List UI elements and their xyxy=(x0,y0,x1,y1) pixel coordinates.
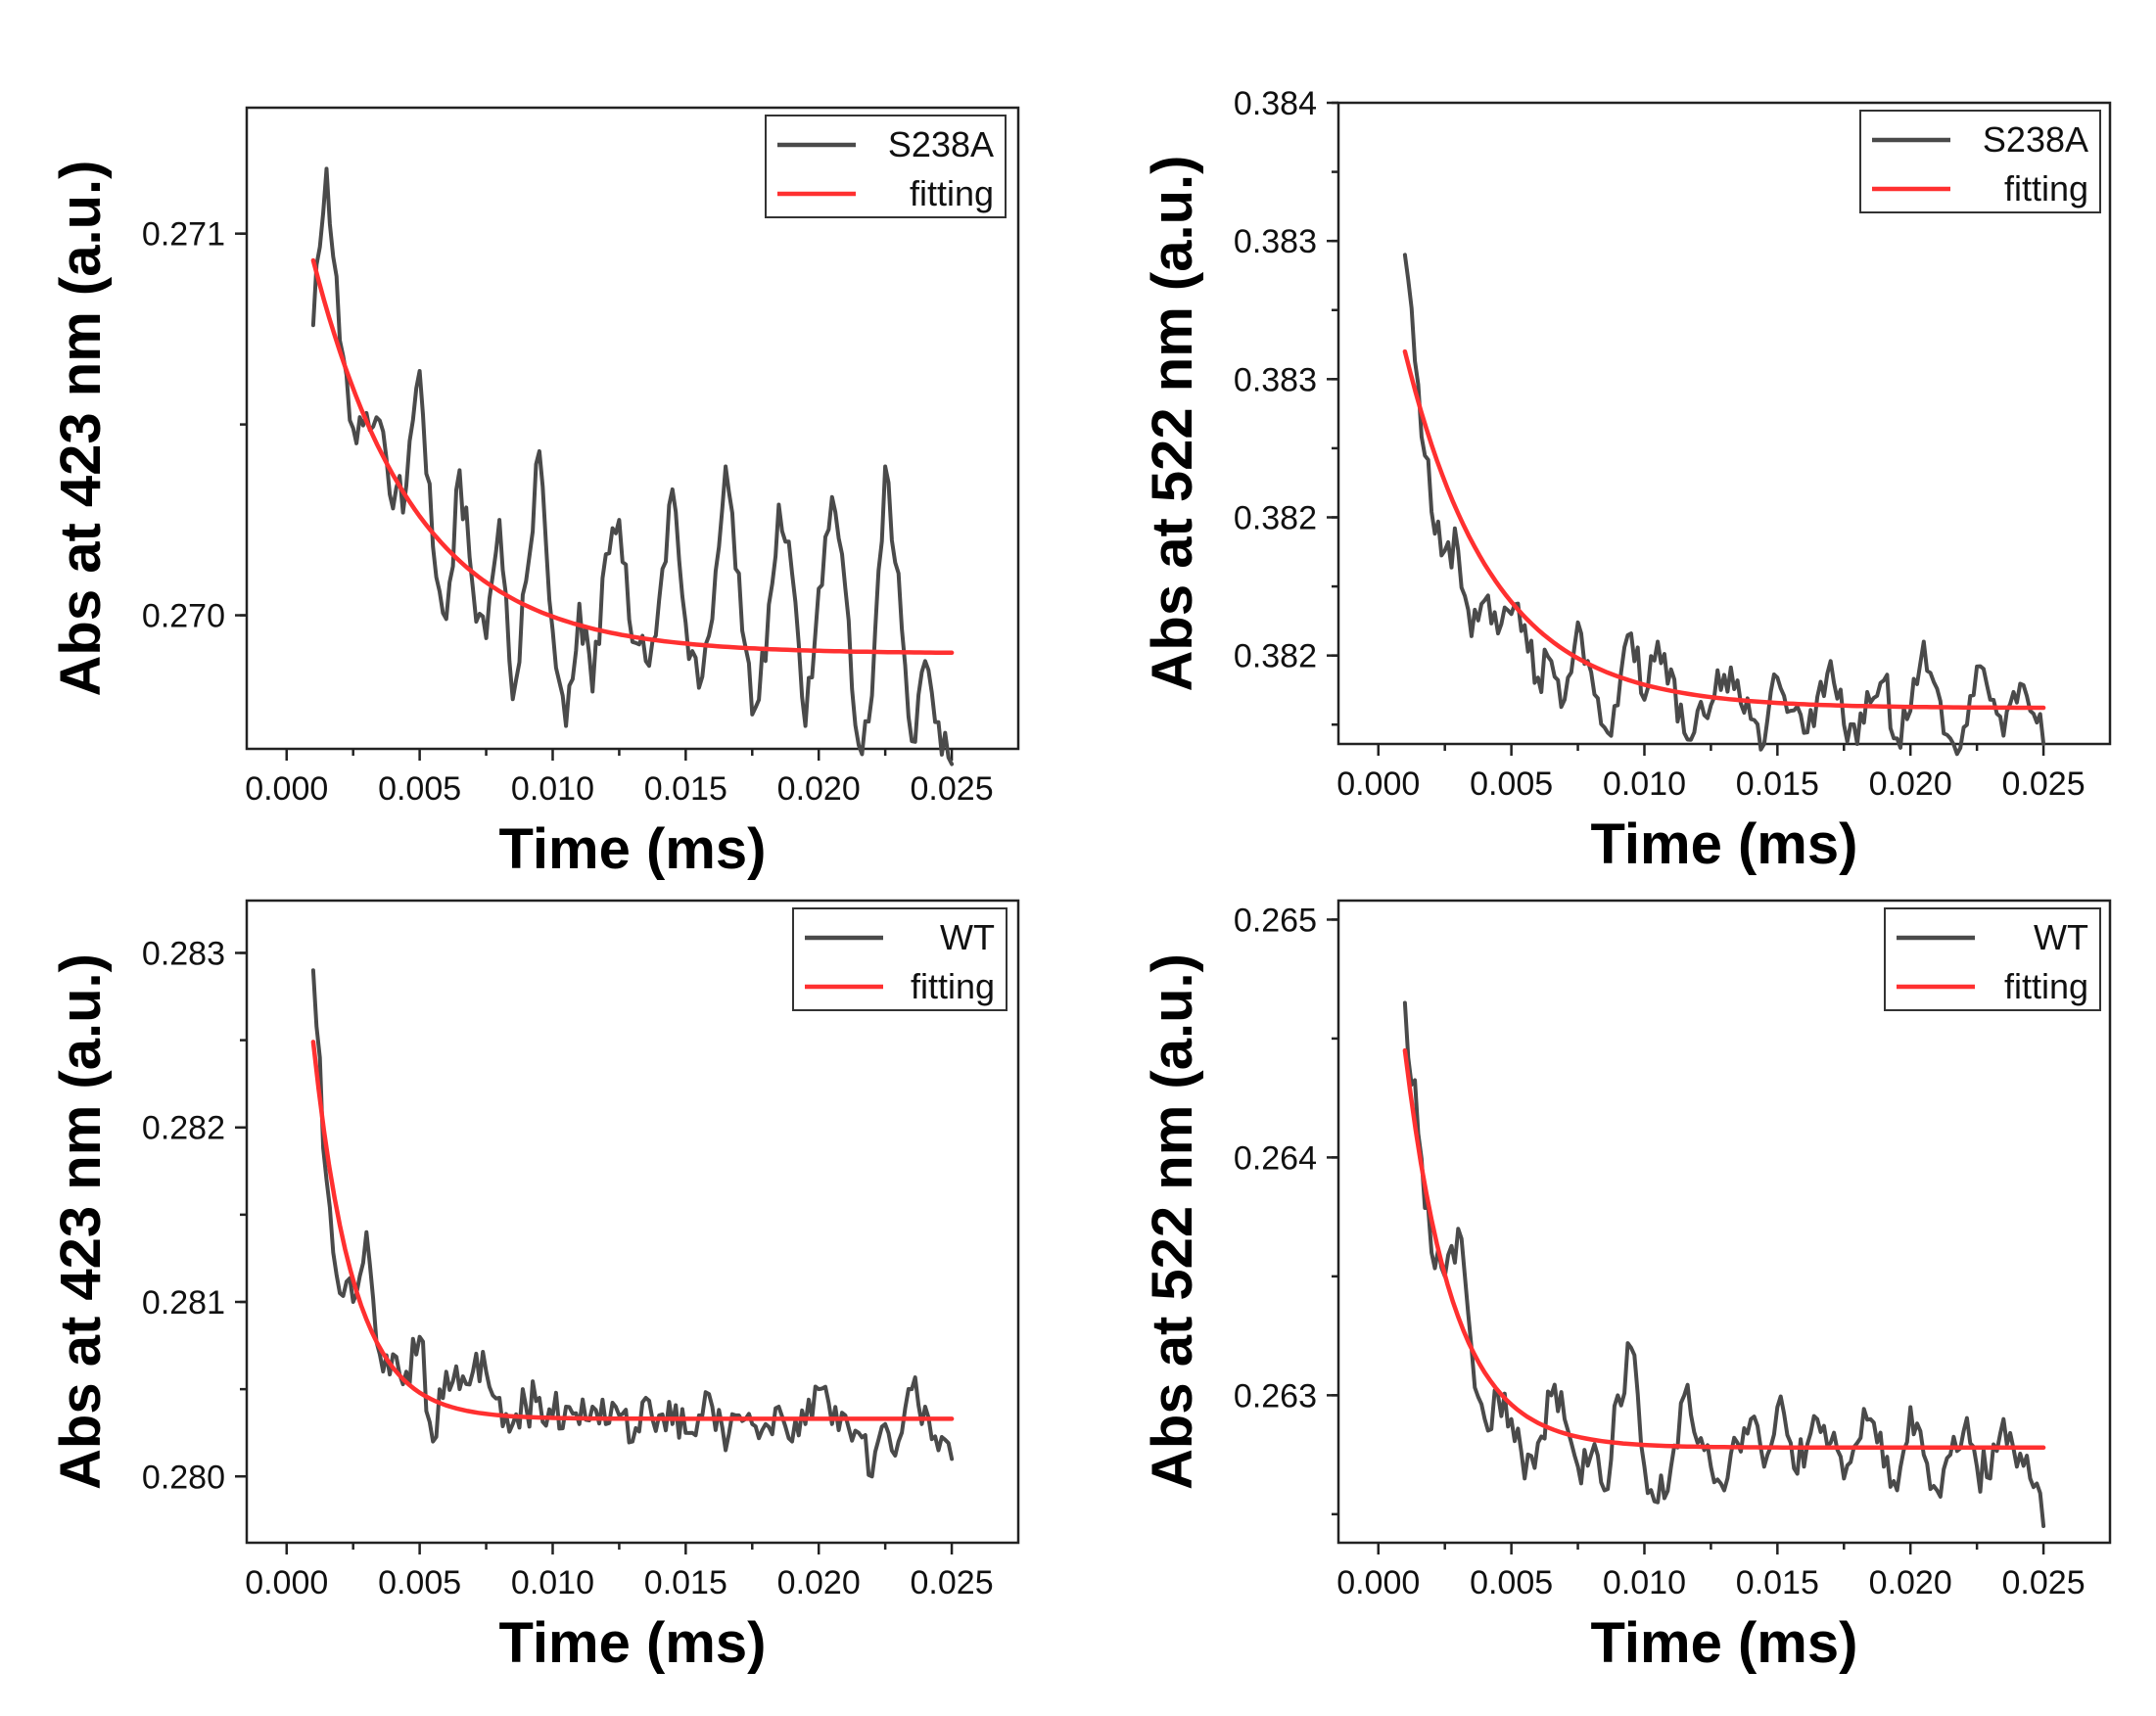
x-tick-label: 0.020 xyxy=(777,770,861,808)
y-axis-title: Abs at 423 nm (a.u.) xyxy=(49,953,113,1490)
series-line-fitting xyxy=(310,1040,955,1421)
x-tick-label: 0.015 xyxy=(1736,765,1819,803)
series-line-fitting xyxy=(310,257,955,656)
x-tick-label: 0.025 xyxy=(2002,1564,2086,1601)
y-tick-label: 0.271 xyxy=(142,216,225,254)
legend-label: fitting xyxy=(911,966,995,1006)
plot-frame xyxy=(245,899,1020,1545)
legend-box xyxy=(1884,907,2101,1011)
legend-label: S238A xyxy=(1983,119,2088,160)
y-tick-label: 0.282 xyxy=(142,1110,225,1147)
legend-box xyxy=(765,115,1007,218)
y-axis-title: Abs at 522 nm (a.u.) xyxy=(1141,953,1204,1490)
legend: S238A fitting xyxy=(1859,110,2101,213)
x-tick-label: 0.005 xyxy=(378,1564,461,1601)
x-tick-label: 0.010 xyxy=(511,770,594,808)
legend-box xyxy=(1859,110,2101,213)
chart-panel-3: 0.000 0.005 0.010 0.015 0.020 0.025 0.280 0.281… xyxy=(49,899,1020,1675)
series-line-wt xyxy=(310,968,955,1479)
chart-panel-2: 0.000 0.005 0.010 0.015 0.020 0.025 0.382 0.382… xyxy=(1141,85,2112,876)
legend: WT fitting xyxy=(792,907,1008,1011)
y-tick-label: 0.280 xyxy=(142,1459,225,1496)
x-tick-label: 0.025 xyxy=(911,770,994,808)
legend-label: fitting xyxy=(2004,966,2088,1006)
x-tick-label: 0.005 xyxy=(1470,1564,1553,1601)
series-line-s238a xyxy=(1402,253,2046,757)
y-tick-label: 0.270 xyxy=(142,598,225,635)
x-tick-label: 0.010 xyxy=(1603,765,1686,803)
legend-label: fitting xyxy=(2004,168,2088,209)
x-axis-title: Time (ms) xyxy=(499,817,767,881)
y-tick-label: 0.263 xyxy=(1234,1377,1317,1415)
legend-label: WT xyxy=(2034,917,2088,957)
x-tick-label: 0.000 xyxy=(1336,1564,1420,1601)
legend-label: fitting xyxy=(910,173,994,213)
y-axis-title: Abs at 423 nm (a.u.) xyxy=(49,161,113,697)
legend-label: S238A xyxy=(888,124,994,164)
series-line-fitting xyxy=(1402,348,2046,711)
x-tick-label: 0.020 xyxy=(1869,1564,1952,1601)
x-tick-label: 0.020 xyxy=(1869,765,1952,803)
y-tick-label: 0.384 xyxy=(1234,85,1317,122)
legend-box xyxy=(792,907,1008,1011)
series-line-s238a xyxy=(310,166,955,766)
y-tick-label: 0.382 xyxy=(1234,638,1317,675)
y-tick-label: 0.283 xyxy=(142,935,225,972)
x-tick-label: 0.000 xyxy=(245,1564,328,1601)
x-axis-title: Time (ms) xyxy=(499,1611,767,1675)
x-tick-label: 0.010 xyxy=(1603,1564,1686,1601)
series-line-wt xyxy=(1402,1000,2046,1528)
plot-frame xyxy=(1336,899,2112,1545)
legend: WT fitting xyxy=(1884,907,2101,1011)
x-tick-label: 0.015 xyxy=(1736,1564,1819,1601)
x-tick-label: 0.005 xyxy=(1470,765,1553,803)
chart-panel-1: 0.000 0.005 0.010 0.015 0.020 0.025 0.270 0.271… xyxy=(49,106,1020,881)
series-line-fitting xyxy=(1402,1047,2046,1451)
x-tick-label: 0.015 xyxy=(644,770,727,808)
x-axis-title: Time (ms) xyxy=(1591,1611,1858,1675)
x-tick-label: 0.000 xyxy=(245,770,328,808)
legend-label: WT xyxy=(940,917,995,957)
plot-frame xyxy=(1336,101,2112,746)
x-tick-label: 0.010 xyxy=(511,1564,594,1601)
chart-panel-4: 0.000 0.005 0.010 0.015 0.020 0.025 0.263 0.264… xyxy=(1141,899,2112,1675)
x-axis-title: Time (ms) xyxy=(1591,812,1858,876)
y-tick-label: 0.264 xyxy=(1234,1139,1317,1177)
x-tick-label: 0.000 xyxy=(1336,765,1420,803)
legend: S238A fitting xyxy=(765,115,1007,218)
x-tick-label: 0.025 xyxy=(2002,765,2086,803)
y-tick-label: 0.382 xyxy=(1234,499,1317,536)
y-tick-label: 0.281 xyxy=(142,1284,225,1322)
x-tick-label: 0.020 xyxy=(777,1564,861,1601)
x-tick-label: 0.015 xyxy=(644,1564,727,1601)
y-tick-label: 0.265 xyxy=(1234,902,1317,939)
plot-frame xyxy=(245,106,1020,751)
x-tick-label: 0.005 xyxy=(378,770,461,808)
x-tick-label: 0.025 xyxy=(911,1564,994,1601)
y-tick-label: 0.383 xyxy=(1234,223,1317,260)
y-tick-label: 0.383 xyxy=(1234,361,1317,398)
y-axis-title: Abs at 522 nm (a.u.) xyxy=(1141,156,1204,692)
